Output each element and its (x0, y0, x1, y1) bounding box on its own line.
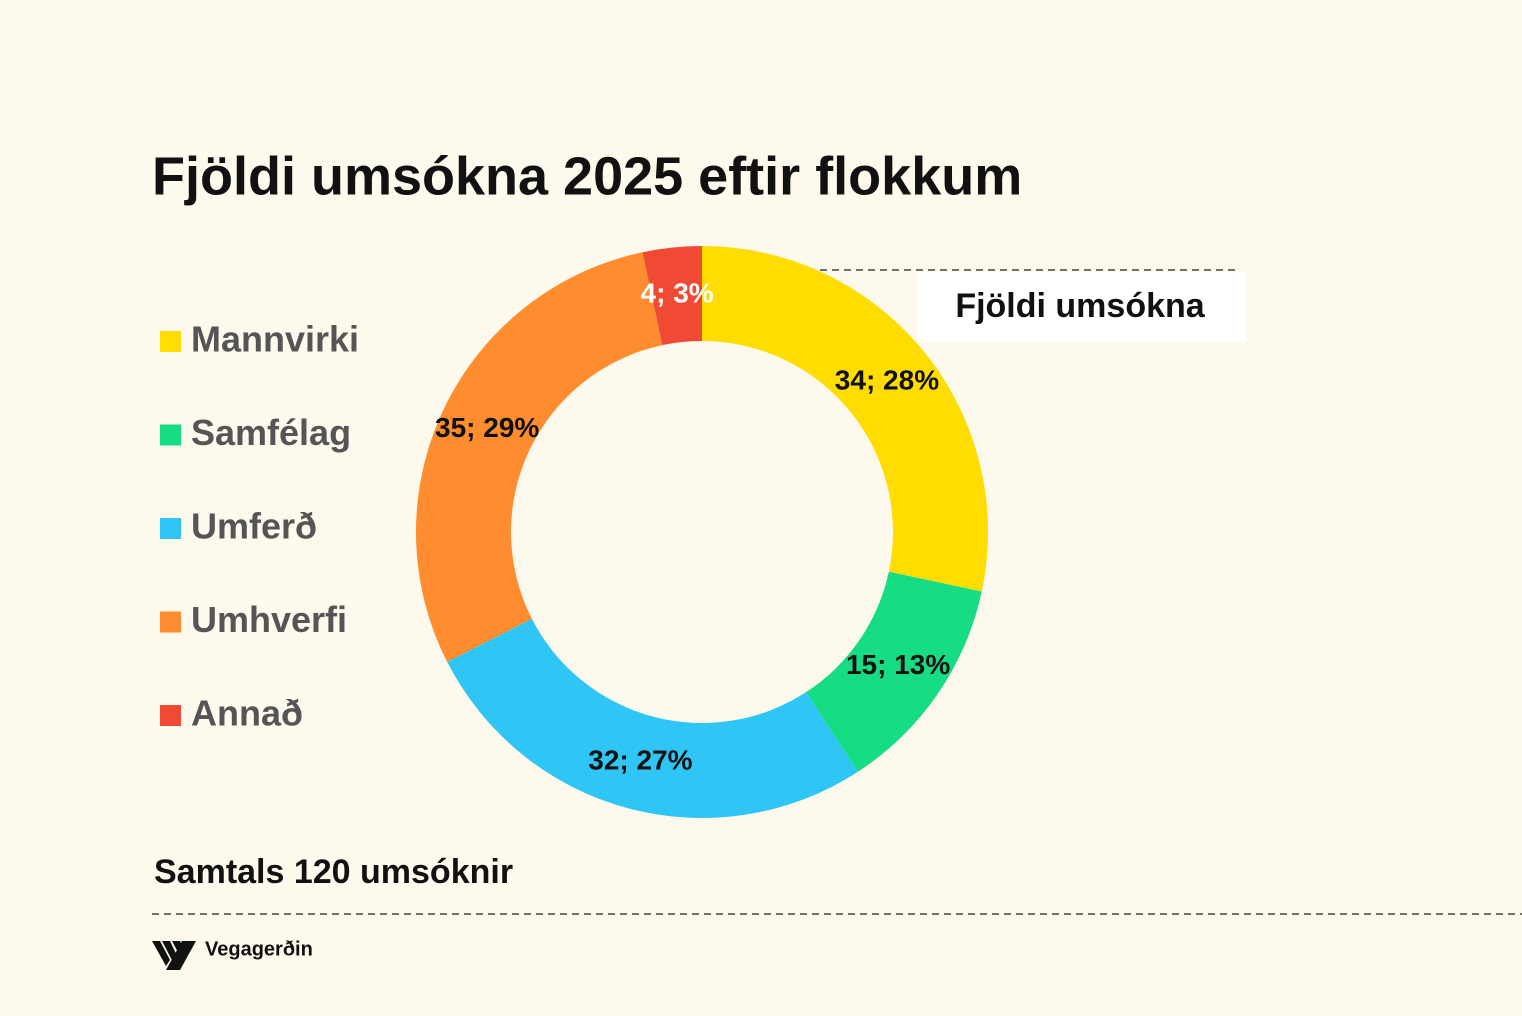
slice (702, 246, 988, 592)
slice (447, 618, 858, 818)
data-label: 4; 3% (641, 278, 714, 309)
data-label: 15; 13% (846, 649, 950, 680)
legend-swatch (160, 705, 181, 726)
legend-swatch (160, 611, 181, 633)
chart-title: Fjöldi umsókna 2025 eftir flokkum (152, 146, 1022, 206)
legend-label: Umhverfi (191, 599, 347, 640)
slice (415, 252, 663, 662)
legend-label: Umferð (191, 506, 317, 547)
annotation: Samtals 120 umsóknir (154, 853, 513, 891)
legend-label: Samfélag (191, 412, 351, 453)
logo-icon (152, 941, 196, 970)
legend-swatch (160, 518, 181, 539)
slice (806, 571, 982, 772)
legend-label: Annað (191, 693, 303, 734)
legend-swatch (160, 424, 181, 446)
data-label: 34; 28% (835, 365, 939, 396)
legend-label: Mannvirki (191, 319, 359, 360)
data-label: 32; 27% (588, 744, 692, 775)
slice (642, 246, 702, 346)
series-box (917, 272, 1246, 342)
logo-text: Vegagerðin (205, 938, 313, 960)
legend-swatch (160, 331, 181, 352)
series-name: Fjöldi umsókna (955, 287, 1205, 325)
data-label: 35; 29% (435, 412, 539, 443)
